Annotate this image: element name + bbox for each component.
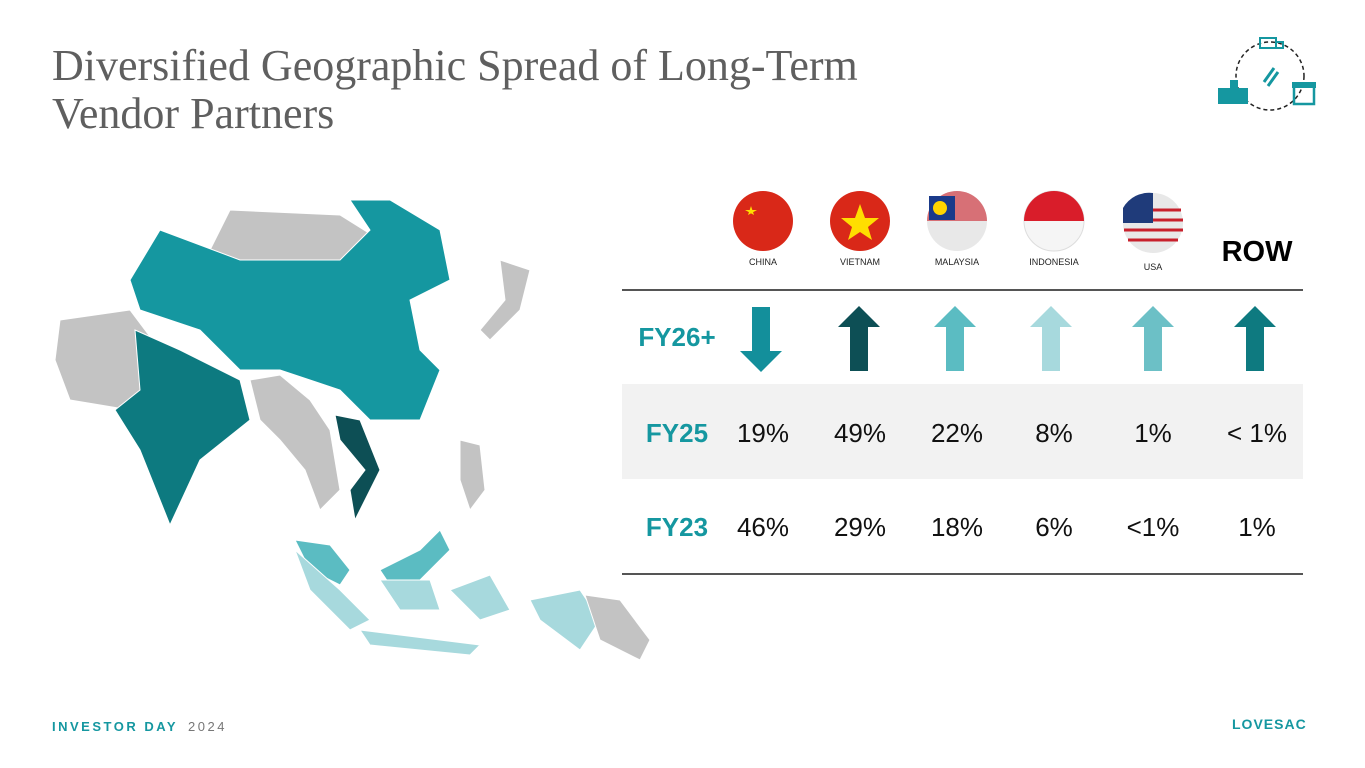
footer-year: 2024	[188, 719, 227, 734]
table-cell: 29%	[833, 512, 887, 542]
table-cell: 8%	[1035, 418, 1073, 448]
row-band	[622, 384, 1303, 479]
table-cell: 46%	[736, 512, 790, 542]
table-cell: <1%	[1126, 512, 1180, 542]
row-label: FY23	[645, 512, 709, 542]
table-cell: 19%	[736, 418, 790, 448]
flags	[733, 190, 1183, 253]
column-header: USA	[1143, 262, 1163, 272]
title: Diversified Geographic Spread of Long-Te…	[52, 41, 858, 138]
column-header: MALAYSIA	[934, 257, 980, 267]
table-cell: 1%	[1134, 418, 1172, 448]
brand: LOVESAC	[1232, 716, 1307, 732]
column-header: INDONESIA	[1029, 257, 1079, 267]
row-label: FY25	[645, 418, 709, 448]
column-header: ROW	[1221, 236, 1293, 268]
supply-icon	[1218, 37, 1316, 111]
rule	[622, 573, 1303, 575]
footer-event: INVESTOR DAY	[52, 719, 179, 734]
rule	[622, 289, 1303, 291]
column-header: CHINA	[748, 257, 777, 267]
asia-map	[54, 199, 651, 661]
table-cell: 18%	[930, 512, 984, 542]
column-header: VIETNAM	[839, 257, 880, 267]
table-cell: 1%	[1238, 512, 1276, 542]
table-cell: 22%	[930, 418, 984, 448]
table-cell: 49%	[833, 418, 887, 448]
fy26-arrows	[740, 306, 1276, 372]
row-label: FY26+	[638, 322, 716, 352]
table-cell: 6%	[1035, 512, 1073, 542]
table-cell: < 1%	[1227, 418, 1287, 448]
